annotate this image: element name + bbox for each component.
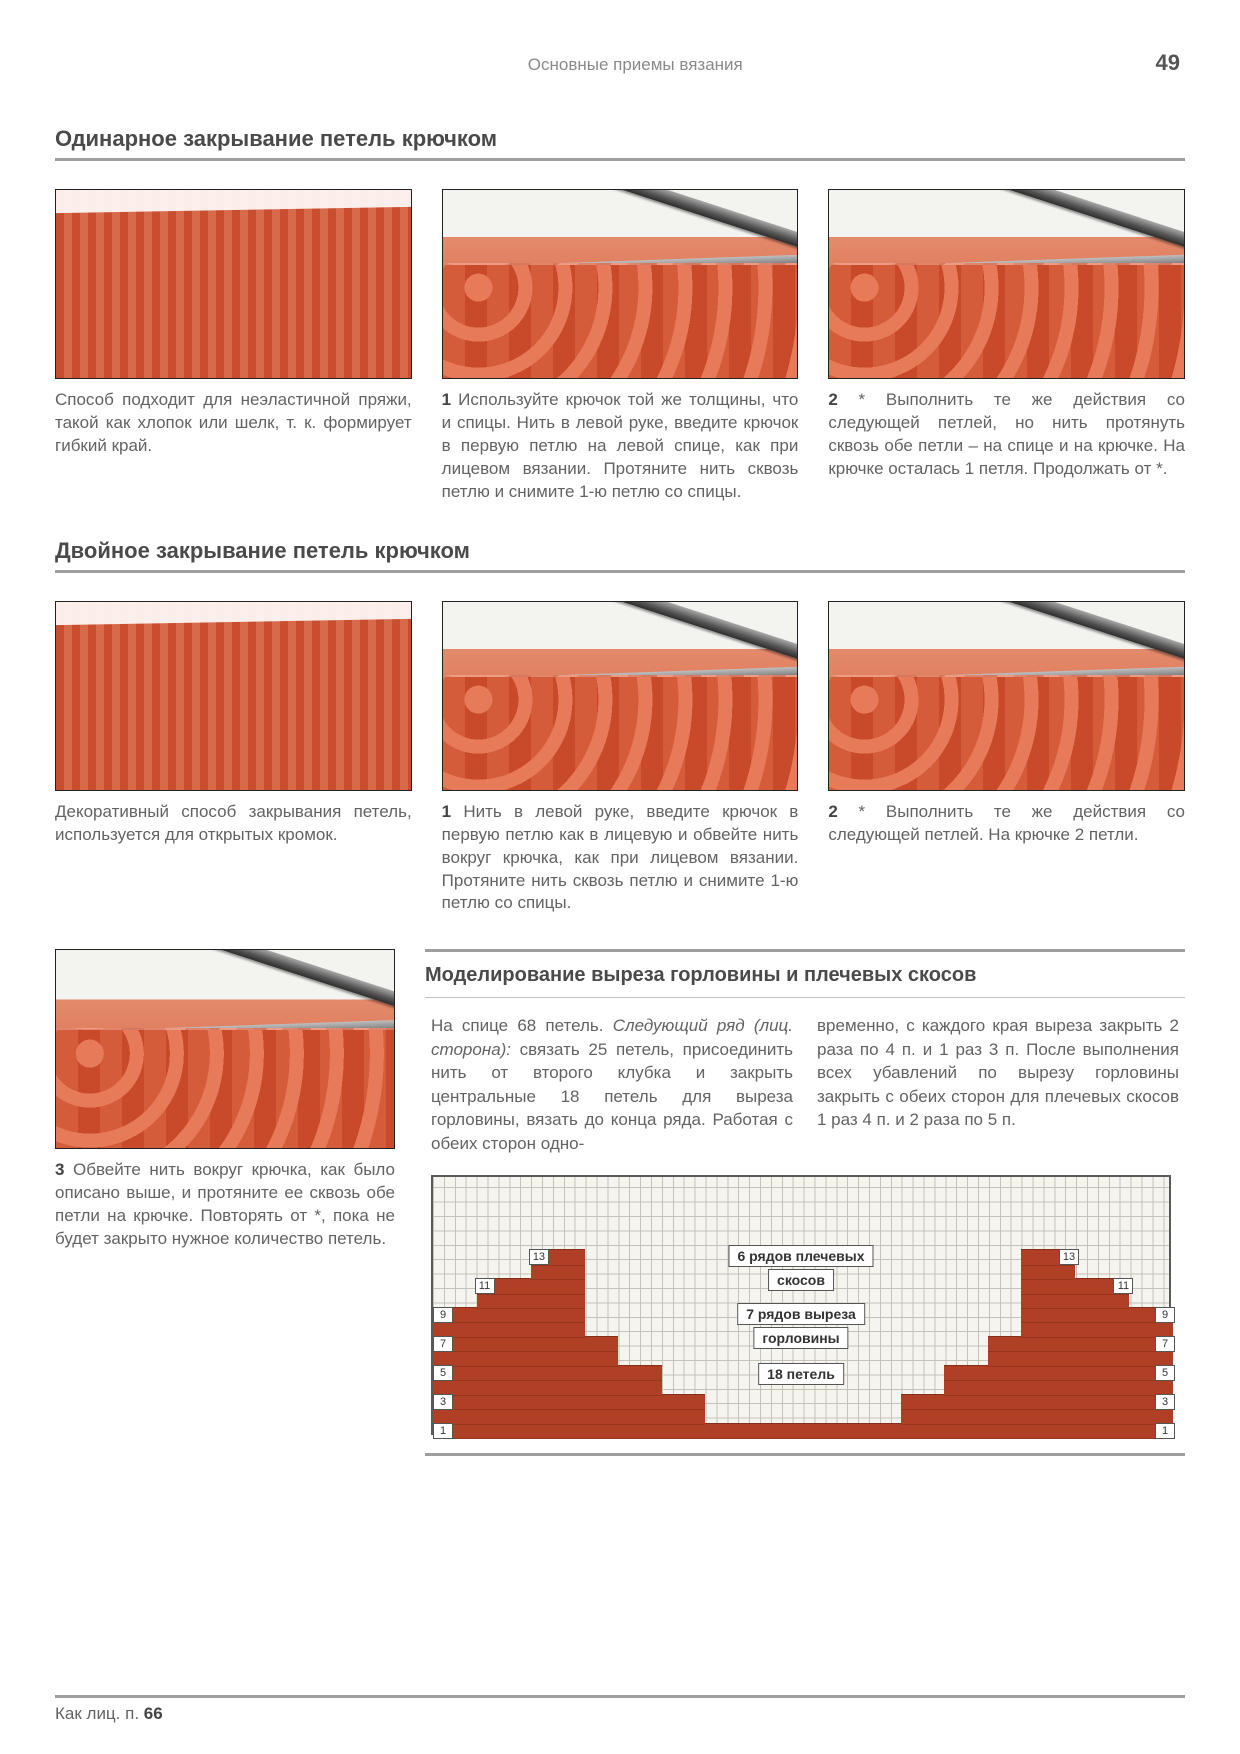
boxed-col-1: На спице 68 петель. Следующий ряд (лиц. … (431, 1014, 793, 1155)
boxed-col-2: временно, с каждого края выреза закрыть … (817, 1014, 1179, 1155)
chart-band (433, 1350, 618, 1366)
boxed-title: Моделирование выреза горловины и плечевы… (425, 952, 1185, 998)
chart-row-num: 9 (1155, 1307, 1175, 1323)
chart-row-num: 1 (433, 1423, 453, 1439)
chart-row-num: 11 (1113, 1278, 1133, 1294)
chart-band (988, 1350, 1173, 1366)
knit-step-image (442, 189, 799, 379)
section2-title: Двойное закрывание петель крючком (55, 538, 1185, 564)
chart-band (433, 1394, 705, 1410)
s2-caption-3: 3 Обвейте нить вокруг крючка, как было о… (55, 1159, 395, 1251)
chart-row-num: 13 (1059, 1249, 1079, 1265)
s1-cell-0: Способ подходит для неэластичной пряжи, … (55, 189, 412, 504)
chart-band (433, 1365, 662, 1381)
chart-row-num: 13 (529, 1249, 549, 1265)
chart-row-num: 1 (1155, 1423, 1175, 1439)
s2-cell-2: 2 * Выполнить те же действия со следующе… (828, 601, 1185, 916)
s1-cell-1: 1 Используйте крючок той же толщины, что… (442, 189, 799, 504)
s2-caption-1: 1 Нить в левой руке, введите крючок в пе… (442, 801, 799, 916)
chart-band (1021, 1293, 1130, 1309)
chart-row-num: 9 (433, 1307, 453, 1323)
chart-band (1021, 1307, 1173, 1323)
chart-band (433, 1379, 662, 1395)
chart-label-center: 18 петель (758, 1363, 844, 1385)
chart-row-num: 3 (433, 1394, 453, 1410)
knit-step-image (828, 601, 1185, 791)
chart-row-num: 3 (1155, 1394, 1175, 1410)
chart-band (901, 1394, 1173, 1410)
s1-caption-2: 2 * Выполнить те же действия со следующе… (828, 389, 1185, 481)
chart-band (433, 1423, 1173, 1439)
chart-band (433, 1322, 585, 1338)
knit-swatch-image (55, 189, 412, 379)
last-block: 3 Обвейте нить вокруг крючка, как было о… (55, 949, 1185, 1456)
chart-band (901, 1408, 1173, 1424)
chart-band (944, 1365, 1173, 1381)
chart-band (433, 1408, 705, 1424)
footer-text: Как лиц. п. 66 (55, 1704, 163, 1723)
chart-band (433, 1307, 585, 1323)
knitting-chart: 131311119977553311 6 рядов плечевых скос… (431, 1175, 1171, 1435)
chart-band (1021, 1322, 1173, 1338)
section1-rule (55, 158, 1185, 161)
s1-caption-1: 1 Используйте крючок той же толщины, что… (442, 389, 799, 504)
chart-row-num: 7 (1155, 1336, 1175, 1352)
chart-band (944, 1379, 1173, 1395)
s2-caption-2: 2 * Выполнить те же действия со следующе… (828, 801, 1185, 847)
boxed-columns: На спице 68 петель. Следующий ряд (лиц. … (425, 998, 1185, 1175)
s1-caption-0: Способ подходит для неэластичной пряжи, … (55, 389, 412, 458)
section2-row: Декоративный способ закрывания петель, и… (55, 601, 1185, 916)
footer: Как лиц. п. 66 (55, 1695, 1185, 1724)
chart-row-num: 5 (1155, 1365, 1175, 1381)
page: Основные приемы вязания 49 Одинарное зак… (0, 0, 1240, 1754)
chart-row-num: 11 (475, 1278, 495, 1294)
knit-step-image (828, 189, 1185, 379)
boxed-section: Моделирование выреза горловины и плечевы… (425, 949, 1185, 1456)
chart-band (433, 1336, 618, 1352)
section1-row: Способ подходит для неэластичной пряжи, … (55, 189, 1185, 504)
page-number: 49 (1156, 50, 1180, 76)
chart-band (531, 1264, 585, 1280)
chart-band (1021, 1264, 1075, 1280)
s2-cell-3: 3 Обвейте нить вокруг крючка, как было о… (55, 949, 395, 1251)
chart-band (477, 1293, 586, 1309)
chart-band (988, 1336, 1173, 1352)
chart-row-num: 5 (433, 1365, 453, 1381)
running-head-title: Основные приемы вязания (528, 55, 743, 75)
s1-cell-2: 2 * Выполнить те же действия со следующе… (828, 189, 1185, 504)
knit-swatch-image (55, 601, 412, 791)
s2-cell-1: 1 Нить в левой руке, введите крючок в пе… (442, 601, 799, 916)
chart-label-shoulder1: 6 рядов плечевых (728, 1245, 873, 1267)
running-head: Основные приемы вязания 49 (55, 50, 1185, 116)
chart-label-shoulder2: скосов (768, 1269, 834, 1291)
chart-label-neck2: горловины (753, 1327, 848, 1349)
s2-cell-0: Декоративный способ закрывания петель, и… (55, 601, 412, 916)
s2-caption-0: Декоративный способ закрывания петель, и… (55, 801, 412, 847)
chart-row-num: 7 (433, 1336, 453, 1352)
knit-step-image (55, 949, 395, 1149)
chart-label-neck1: 7 рядов выреза (737, 1303, 865, 1325)
section1-title: Одинарное закрывание петель крючком (55, 126, 1185, 152)
knit-step-image (442, 601, 799, 791)
section2-rule (55, 570, 1185, 573)
